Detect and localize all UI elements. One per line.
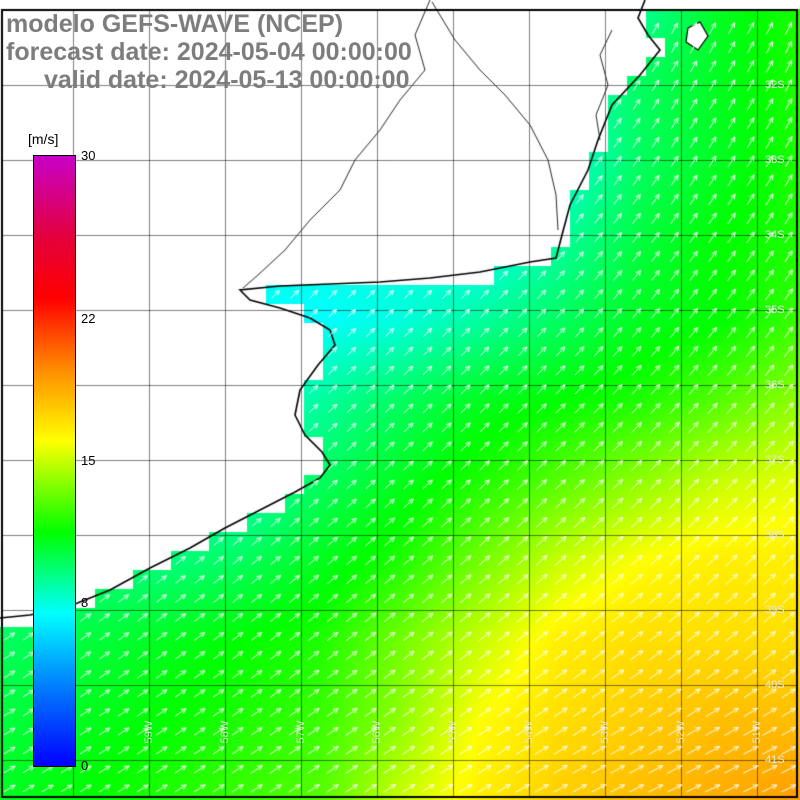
valid-date-label: valid date: 2024-05-13 00:00:00 xyxy=(44,66,410,94)
lon-label: 56W xyxy=(371,720,383,744)
lat-label: 39S xyxy=(765,604,785,616)
colorbar-tick: 0 xyxy=(81,758,89,773)
lon-label: 57W xyxy=(295,720,307,744)
lat-label: 41S xyxy=(765,754,785,766)
colorbar-tick: 15 xyxy=(81,453,96,468)
header-titles: modelo GEFS-WAVE (NCEP) forecast date: 2… xyxy=(6,10,412,94)
colorbar-unit-label: [m/s] xyxy=(28,131,59,147)
lon-label: 52W xyxy=(675,720,687,744)
lat-label: 35S xyxy=(765,304,785,316)
lat-label: 33S xyxy=(765,154,785,166)
lon-label: 59W xyxy=(143,720,155,744)
lon-label: 51W xyxy=(751,720,763,744)
lat-label: 36S xyxy=(765,379,785,391)
lon-label: 58W xyxy=(219,720,231,744)
lat-label: 37S xyxy=(765,454,785,466)
colorbar-tick: 30 xyxy=(81,148,96,163)
lat-label: 38S xyxy=(765,529,785,541)
lon-label: 54W xyxy=(523,720,535,744)
lat-label: 40S xyxy=(765,679,785,691)
lon-label: 55W xyxy=(447,720,459,744)
colorbar-tick: 22 xyxy=(81,310,96,326)
lon-label: 53W xyxy=(599,720,611,744)
forecast-date-label: forecast date: 2024-05-04 00:00:00 xyxy=(6,38,412,66)
lat-label: 34S xyxy=(765,229,785,241)
colorbar-tick: 8 xyxy=(81,595,89,611)
model-title: modelo GEFS-WAVE (NCEP) xyxy=(6,10,344,38)
colorbar xyxy=(33,155,76,767)
lat-label: 32S xyxy=(765,79,785,91)
